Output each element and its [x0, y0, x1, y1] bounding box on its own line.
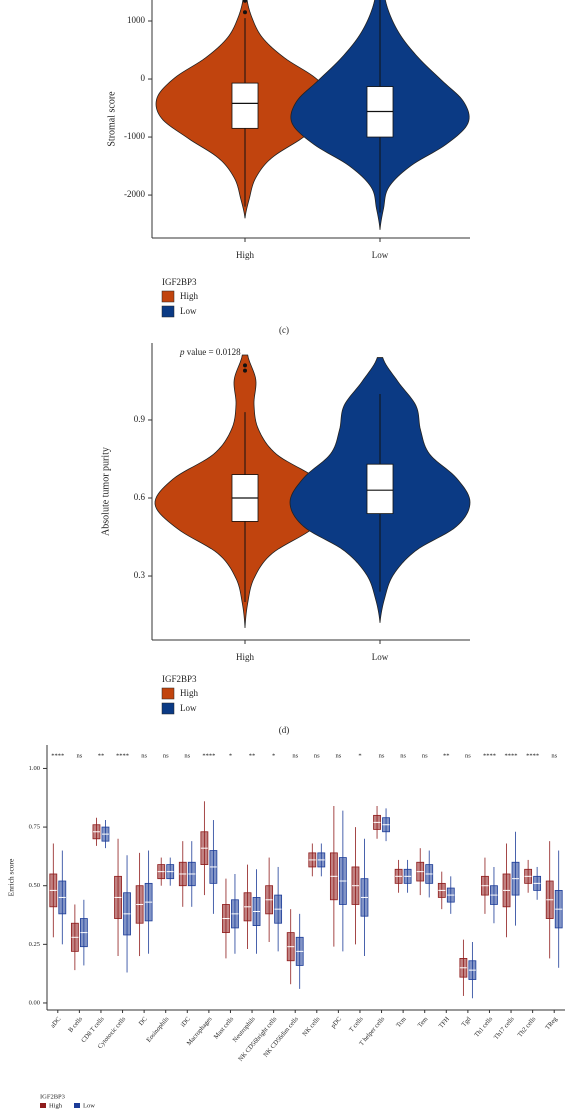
- legend-label: Low: [180, 306, 197, 316]
- caption: (c): [279, 325, 289, 335]
- legend-title: IGF2BP3: [162, 674, 197, 684]
- y-tick-label: 0.25: [29, 941, 40, 948]
- y-tick-label: -2000: [124, 189, 145, 199]
- x-tick-label: Th1 cells: [473, 1015, 494, 1038]
- significance: *: [229, 752, 232, 759]
- outlier: [243, 0, 247, 3]
- significance: ns: [184, 752, 190, 759]
- significance: ****: [505, 752, 518, 759]
- significance: ns: [292, 752, 298, 759]
- significance: ns: [422, 752, 428, 759]
- significance: ns: [551, 752, 557, 759]
- annotation-italic: p: [179, 347, 185, 357]
- y-tick-label: 0: [141, 73, 146, 83]
- significance: ns: [465, 752, 471, 759]
- significance: ****: [526, 752, 539, 759]
- x-tick-label: DC: [138, 1016, 149, 1027]
- significance: ns: [379, 752, 385, 759]
- significance: ns: [163, 752, 169, 759]
- y-tick-label: 0.3: [134, 570, 146, 580]
- y-tick-label: 0.9: [134, 414, 146, 424]
- x-tick-label: Tgd: [460, 1015, 473, 1028]
- legend-label: High: [180, 688, 199, 698]
- legend-swatch: [161, 687, 175, 700]
- x-tick-label: Mast cells: [213, 1015, 236, 1040]
- legend-swatch: [161, 290, 175, 303]
- legend-swatch: [74, 1103, 80, 1108]
- significance: ****: [116, 752, 129, 759]
- y-tick-label: 1000: [127, 15, 146, 25]
- y-tick-label: 0.6: [134, 492, 146, 502]
- y-tick-label: 0.50: [29, 882, 40, 889]
- x-tick-label: High: [236, 652, 255, 662]
- significance: ns: [141, 752, 147, 759]
- outlier: [243, 368, 247, 373]
- x-tick-label: Eosinophils: [145, 1015, 170, 1043]
- x-tick-label: Th17 cells: [493, 1015, 516, 1041]
- annotation: p value = 0.0128: [179, 347, 241, 357]
- x-tick-label: High: [236, 250, 255, 260]
- significance: ns: [76, 752, 82, 759]
- significance: ns: [335, 752, 341, 759]
- legend-label: High: [180, 291, 199, 301]
- box: [366, 463, 394, 515]
- x-tick-label: iDC: [180, 1016, 192, 1029]
- legend-swatch: [161, 702, 175, 715]
- x-tick-label: aDC: [49, 1016, 62, 1030]
- x-tick-label: Tcm: [395, 1016, 408, 1029]
- annotation-text: value = 0.0128: [185, 347, 242, 357]
- significance: *: [272, 752, 275, 759]
- legend-swatch: [161, 305, 175, 318]
- significance: ns: [314, 752, 320, 759]
- legend-label: Low: [180, 703, 197, 713]
- legend-label: Low: [83, 1102, 95, 1109]
- significance: **: [443, 752, 450, 759]
- x-tick-label: T cells: [348, 1015, 365, 1033]
- x-tick-label: NK cells: [301, 1015, 321, 1037]
- caption: (d): [279, 725, 290, 735]
- significance: **: [249, 752, 256, 759]
- legend-title: IGF2BP3: [162, 277, 197, 287]
- x-tick-label: TReg: [544, 1015, 559, 1031]
- y-tick-label: -1000: [124, 131, 145, 141]
- x-tick-label: Tem: [417, 1016, 430, 1029]
- y-axis-label: Absolute tumor purity: [100, 447, 111, 536]
- legend-swatch: [40, 1103, 46, 1108]
- significance: **: [98, 752, 105, 759]
- y-tick-label: 0.00: [29, 999, 40, 1006]
- x-tick-label: Low: [372, 250, 389, 260]
- x-tick-label: pDC: [330, 1016, 343, 1030]
- y-tick-label: 1.00: [29, 765, 40, 772]
- significance: ns: [400, 752, 406, 759]
- significance: ****: [483, 752, 496, 759]
- outlier: [243, 363, 247, 368]
- x-tick-label: NK CD56bright cells: [237, 1015, 278, 1062]
- y-tick-label: 0.75: [29, 824, 40, 831]
- x-tick-label: Th2 cells: [516, 1015, 537, 1038]
- box: [231, 82, 259, 129]
- y-axis-label: Enrich score: [7, 858, 16, 896]
- x-tick-label: TFH: [438, 1016, 451, 1030]
- significance: *: [358, 752, 361, 759]
- y-axis-label: Stromal score: [106, 91, 117, 147]
- x-tick-label: Low: [372, 652, 389, 662]
- outlier: [243, 10, 247, 15]
- x-tick-label: B cells: [67, 1015, 84, 1034]
- legend-title: IGF2BP3: [40, 1093, 65, 1100]
- significance: ****: [202, 752, 215, 759]
- legend-label: High: [49, 1102, 63, 1109]
- significance: ****: [51, 752, 64, 759]
